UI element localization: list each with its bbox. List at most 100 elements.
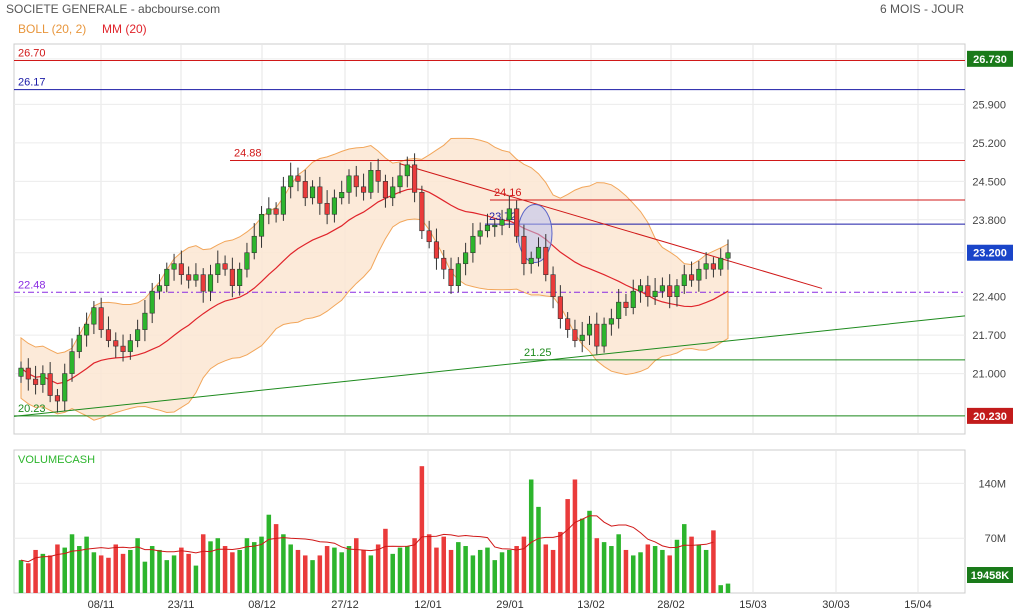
candle	[200, 274, 206, 292]
candle	[69, 351, 75, 374]
price-badge-label: 26.730	[973, 54, 1007, 66]
volume-bar	[572, 479, 578, 593]
volume-bar	[149, 546, 155, 593]
candle	[492, 224, 498, 228]
x-tick-label: 28/02	[657, 599, 685, 611]
candle	[84, 323, 90, 336]
x-tick-label: 08/11	[88, 599, 115, 611]
candle	[426, 230, 432, 243]
volume-bar	[346, 546, 352, 593]
volume-bar	[259, 536, 264, 593]
volume-bar	[339, 552, 344, 593]
candle	[659, 285, 665, 292]
candle	[637, 285, 644, 292]
level-label: 26.17	[18, 77, 46, 89]
volume-bar	[623, 549, 629, 593]
candle	[178, 263, 184, 276]
candle	[506, 208, 512, 221]
volume-bar	[383, 528, 388, 593]
volume-bar	[485, 547, 490, 593]
mm-indicator-label: MM (20)	[102, 22, 147, 36]
candle	[579, 334, 585, 341]
volume-bar	[84, 536, 89, 593]
volume-bar	[579, 518, 585, 593]
volume-bar	[120, 553, 126, 593]
candle	[193, 274, 199, 281]
candle	[164, 268, 170, 286]
level-label: 21.25	[524, 347, 552, 359]
volume-badge	[967, 567, 1013, 583]
candle	[40, 373, 46, 385]
volume-bar	[426, 534, 432, 593]
volume-bar	[237, 549, 242, 593]
candle	[113, 340, 119, 347]
volume-bar	[193, 565, 199, 593]
support-trendline	[13, 315, 966, 417]
volume-bar	[215, 538, 221, 593]
candle	[572, 329, 578, 341]
volume-average-line	[20, 515, 714, 563]
candle	[652, 290, 658, 297]
volume-bar	[390, 553, 395, 593]
y-tick-label: 23.800	[972, 215, 1006, 227]
volume-tick-label: 70M	[985, 533, 1006, 545]
volume-bar	[660, 549, 665, 593]
candle	[171, 263, 177, 270]
volume-bar	[368, 555, 374, 593]
volume-bar	[266, 514, 272, 593]
volume-bar	[295, 549, 301, 593]
candle	[266, 208, 272, 215]
candle	[441, 257, 447, 270]
volume-bar	[200, 534, 206, 593]
volume-bar	[470, 555, 476, 593]
volume-bar	[26, 563, 31, 593]
volume-bar	[696, 544, 702, 593]
volume-bar	[587, 510, 592, 593]
volume-bar	[703, 549, 709, 593]
volume-label: VOLUMECASH	[18, 454, 95, 466]
candle	[302, 181, 308, 199]
volume-bar	[179, 547, 184, 593]
volume-bar	[302, 555, 308, 593]
volume-bar	[164, 560, 170, 593]
volume-bar	[674, 539, 680, 593]
volume-bar	[543, 544, 549, 593]
candle	[127, 340, 133, 352]
candle	[630, 290, 636, 308]
candle	[718, 257, 724, 270]
candle	[295, 175, 301, 182]
volume-bar	[77, 546, 82, 593]
candle	[601, 323, 607, 347]
level-label: 22.48	[18, 279, 46, 291]
volume-bar	[405, 546, 410, 593]
volume-bar	[448, 549, 454, 593]
candle	[565, 318, 571, 330]
candle	[514, 208, 520, 237]
volume-bar	[463, 546, 468, 593]
volume-bar	[332, 547, 337, 593]
volume-bar	[630, 555, 636, 593]
volume-bar	[18, 560, 24, 593]
volume-bar	[412, 538, 417, 593]
price-badge	[967, 50, 1013, 67]
candle	[455, 263, 461, 286]
volume-bar	[528, 479, 534, 593]
volume-bar	[725, 583, 731, 593]
candle	[222, 263, 228, 270]
volume-bar	[477, 549, 483, 593]
volume-bar	[281, 534, 286, 593]
volume-bar	[507, 549, 512, 593]
candle	[550, 274, 556, 297]
candle	[309, 186, 316, 199]
volume-bar	[689, 536, 694, 593]
candle	[688, 274, 695, 281]
candle	[339, 192, 345, 199]
volume-bar	[558, 531, 563, 593]
candle	[703, 263, 709, 270]
volume-bar	[171, 555, 177, 593]
candle	[696, 268, 702, 281]
candle	[207, 274, 214, 292]
volume-bar	[113, 544, 119, 593]
volume-bar	[47, 555, 53, 593]
